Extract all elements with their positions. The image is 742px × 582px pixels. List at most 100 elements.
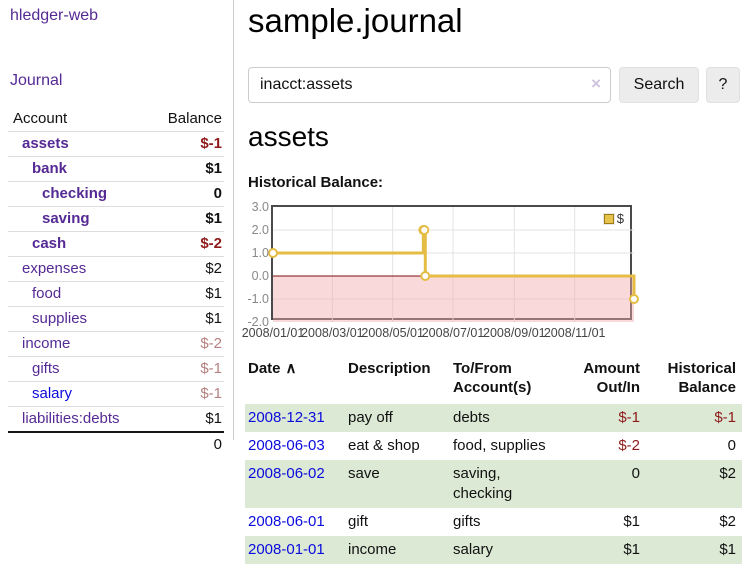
brand-link[interactable]: hledger-web xyxy=(10,7,99,24)
transaction-date-cell: 2008-01-01 xyxy=(245,536,345,564)
register-row: 2008-12-31 pay off debts $-1 $-1 xyxy=(245,404,742,432)
account-cell: gifts xyxy=(8,357,152,382)
search-button[interactable]: Search xyxy=(619,67,699,103)
account-link[interactable]: gifts xyxy=(32,360,60,377)
account-heading: assets xyxy=(248,121,329,152)
transaction-balance-cell: $-1 xyxy=(714,409,736,426)
sort-ascending-icon: ∧ xyxy=(285,360,297,377)
account-link[interactable]: checking xyxy=(42,185,108,202)
sidebar: hledger-web Journal Account Balance asse… xyxy=(0,0,233,457)
x-axis-tick-label: 2008/01/01 xyxy=(241,326,305,340)
account-link[interactable]: cash xyxy=(32,235,67,252)
data-point-marker xyxy=(629,294,639,304)
y-axis-tick-label: 3.0 xyxy=(251,200,269,214)
chart-plot-area: $ xyxy=(268,205,639,322)
account-link[interactable]: food xyxy=(32,285,62,302)
transaction-description-cell: eat & shop xyxy=(348,437,420,454)
account-cell: salary xyxy=(8,382,152,407)
account-row: salary $-1 xyxy=(8,381,224,407)
transaction-accounts-cell: saving, checking xyxy=(453,465,513,502)
account-row: income $-2 xyxy=(8,331,224,357)
register-header-row: Date ∧ Description To/From Account(s) Amo… xyxy=(245,357,742,404)
register-header-date[interactable]: Date ∧ xyxy=(245,357,345,404)
x-axis-tick-label: 2008/05/01 xyxy=(361,326,424,340)
account-row: food $1 xyxy=(8,281,224,307)
x-axis-tick-label: 2008/07/01 xyxy=(421,326,485,340)
account-link[interactable]: liabilities:debts xyxy=(22,410,120,427)
transaction-accounts-cell: debts xyxy=(453,409,490,426)
transaction-date-link[interactable]: 2008-01-01 xyxy=(248,541,325,558)
transaction-date-link[interactable]: 2008-06-03 xyxy=(248,437,325,454)
chart-legend: $ xyxy=(601,210,626,227)
transaction-date-cell: 2008-06-01 xyxy=(245,508,345,536)
register-row: 2008-06-02 save saving, checking 0 $2 xyxy=(245,460,742,508)
transaction-date-cell: 2008-12-31 xyxy=(245,404,345,432)
accounts-total-spacer xyxy=(8,432,152,457)
search-input[interactable] xyxy=(248,67,611,103)
account-row: bank $1 xyxy=(8,156,224,182)
register-row: 2008-06-03 eat & shop food, supplies $-2 0 xyxy=(245,432,742,460)
legend-label: $ xyxy=(616,211,624,226)
sidebar-item-journal[interactable]: Journal xyxy=(10,72,63,89)
account-balance: $2 xyxy=(205,260,222,277)
account-cell: checking xyxy=(8,182,152,207)
account-balance: $1 xyxy=(205,285,222,302)
account-cell: bank xyxy=(8,157,152,182)
transaction-date-cell: 2008-06-02 xyxy=(245,460,345,508)
register-header-description: Description xyxy=(348,360,431,377)
transaction-amount-cell: 0 xyxy=(631,465,640,482)
account-row: expenses $2 xyxy=(8,256,224,282)
account-row: checking 0 xyxy=(8,181,224,207)
account-balance: $-1 xyxy=(200,385,222,402)
account-row: gifts $-1 xyxy=(8,356,224,382)
transaction-date-link[interactable]: 2008-06-02 xyxy=(248,465,325,482)
main-content: sample.journal × Search ? assets Histori… xyxy=(241,0,742,582)
account-link[interactable]: assets xyxy=(22,135,69,152)
transaction-date-link[interactable]: 2008-12-31 xyxy=(248,409,325,426)
account-balance: $-2 xyxy=(200,335,222,352)
register-row: 2008-06-01 gift gifts $1 $2 xyxy=(245,508,742,536)
account-link[interactable]: income xyxy=(22,335,71,352)
x-axis-tick-label: 2008/11/01 xyxy=(543,326,606,340)
account-balance: 0 xyxy=(213,185,222,202)
transaction-date-cell: 2008-06-03 xyxy=(245,432,345,460)
account-row: liabilities:debts $1 xyxy=(8,406,224,433)
account-link[interactable]: salary xyxy=(32,385,73,402)
account-link[interactable]: supplies xyxy=(32,310,88,327)
register-row: 2008-01-01 income salary $1 $1 xyxy=(245,536,742,564)
transaction-amount-cell: $1 xyxy=(623,541,640,558)
account-link[interactable]: saving xyxy=(42,210,90,227)
transaction-amount-cell: $-1 xyxy=(618,409,640,426)
account-balance: $-1 xyxy=(200,135,222,152)
accounts-header-row: Account Balance xyxy=(8,107,224,132)
accounts-total-row: 0 xyxy=(8,432,224,457)
transaction-accounts-cell: gifts xyxy=(453,513,481,530)
transaction-description-cell: gift xyxy=(348,513,369,530)
account-cell: supplies xyxy=(8,307,152,332)
account-cell: cash xyxy=(8,232,152,257)
transaction-balance-cell: $2 xyxy=(719,513,736,530)
y-axis-tick-label: 2.0 xyxy=(251,223,269,237)
x-axis-tick-label: 2008/09/01 xyxy=(483,326,546,340)
data-point-marker xyxy=(268,248,278,258)
transaction-description-cell: income xyxy=(348,541,397,558)
search-input-wrap: × xyxy=(248,67,611,103)
accounts-total-value: 0 xyxy=(213,436,222,453)
sidebar-divider xyxy=(233,0,234,440)
account-cell: expenses xyxy=(8,257,152,282)
account-link[interactable]: bank xyxy=(32,160,68,177)
transaction-description-cell: save xyxy=(348,465,380,482)
register-header-amount: Amount Out/In xyxy=(583,360,640,396)
account-cell: saving xyxy=(8,207,152,232)
y-axis-tick-label: 0.0 xyxy=(251,269,269,283)
x-axis-tick-label: 2008/03/01 xyxy=(301,326,364,340)
transaction-amount-cell: $-2 xyxy=(618,437,640,454)
account-balance: $-1 xyxy=(200,360,222,377)
accounts-header-account: Account xyxy=(13,110,68,127)
clear-search-icon[interactable]: × xyxy=(591,74,601,93)
help-button[interactable]: ? xyxy=(706,67,740,103)
account-cell: food xyxy=(8,282,152,307)
transaction-date-link[interactable]: 2008-06-01 xyxy=(248,513,325,530)
account-link[interactable]: expenses xyxy=(22,260,87,277)
account-balance: $1 xyxy=(205,410,222,427)
